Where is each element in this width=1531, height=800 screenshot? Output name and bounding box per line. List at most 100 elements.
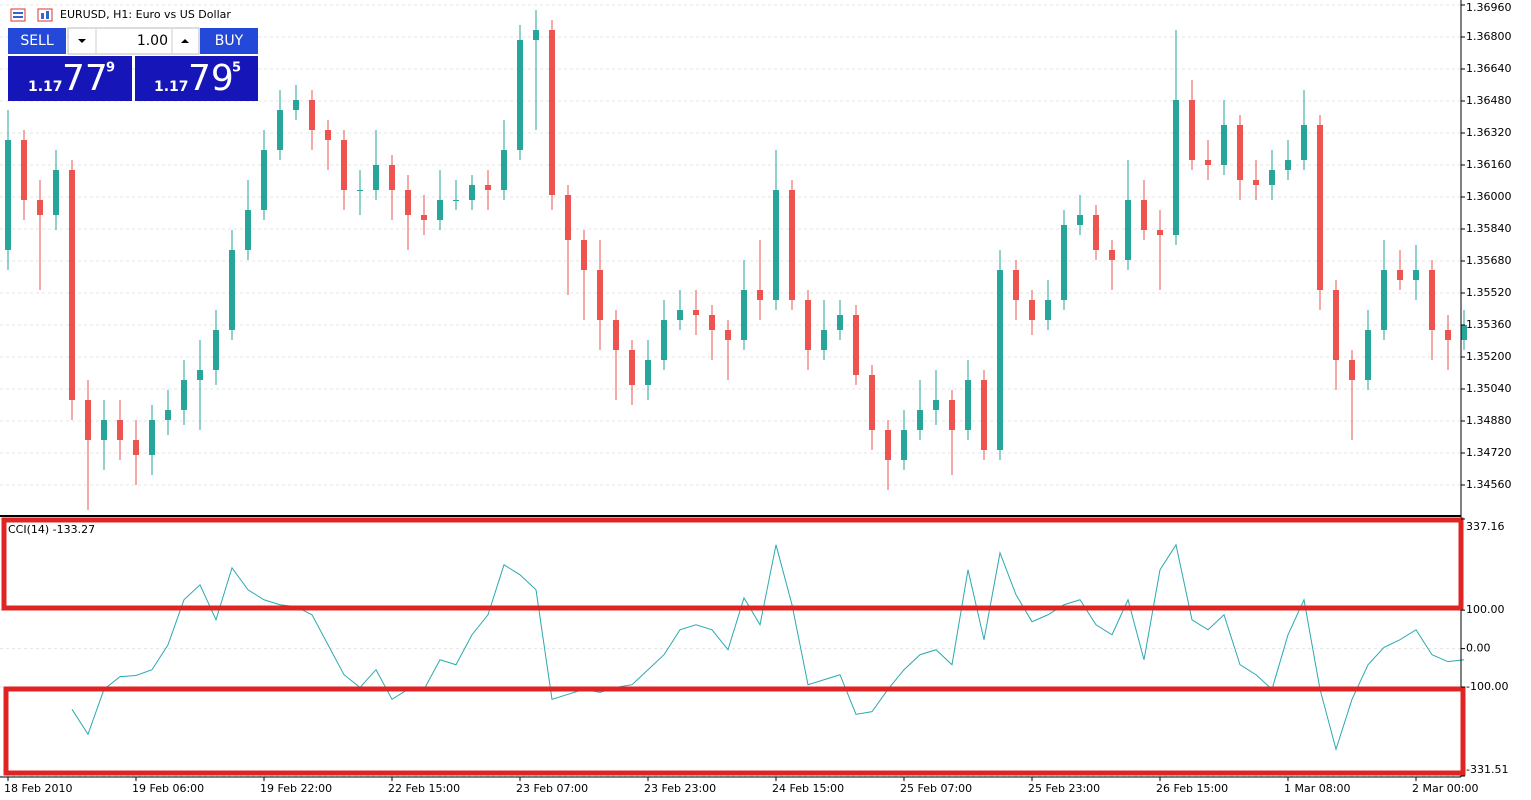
- candle-body: [901, 430, 907, 460]
- bid-small: 9: [106, 61, 115, 76]
- y-tick-label: 1.36160: [1466, 158, 1512, 171]
- candle-body: [757, 290, 763, 300]
- y-tick-label: 1.35040: [1466, 382, 1512, 395]
- candle-body: [549, 30, 555, 195]
- buy-button[interactable]: [200, 28, 258, 54]
- candle-body: [373, 165, 379, 190]
- candle-body: [277, 110, 283, 150]
- candle-body: [1061, 225, 1067, 300]
- candle-body: [1269, 170, 1275, 185]
- candle-body: [949, 400, 955, 430]
- candle-body: [453, 200, 459, 201]
- candle-body: [517, 40, 523, 150]
- candle-body: [1157, 230, 1163, 235]
- icon: [37, 8, 53, 22]
- x-tick-label: 18 Feb 2010: [4, 782, 72, 795]
- candle-body: [117, 420, 123, 440]
- y-tick-label: 1.36320: [1466, 126, 1512, 139]
- candle-body: [469, 185, 475, 200]
- ask-box[interactable]: [135, 56, 258, 101]
- buy-label: BUY: [215, 33, 244, 49]
- candle-body: [965, 380, 971, 430]
- y-tick-label: -331.51: [1466, 763, 1508, 776]
- candle-body: [885, 430, 891, 460]
- candle-body: [1045, 300, 1051, 320]
- y-tick-label: 1.36000: [1466, 190, 1512, 203]
- candle-body: [1429, 270, 1435, 330]
- candle-body: [85, 400, 91, 440]
- candle-body: [565, 195, 571, 240]
- x-tick-label: 25 Feb 23:00: [1028, 782, 1100, 795]
- bid-prefix: 1.17: [28, 79, 63, 95]
- volume-input[interactable]: [67, 27, 200, 55]
- indicator-label: CCI(14) -133.27: [8, 523, 95, 536]
- volume-up[interactable]: [181, 39, 189, 43]
- y-tick-label: 1.34560: [1466, 478, 1512, 491]
- candle-body: [213, 330, 219, 370]
- y-tick-label: 1.34720: [1466, 446, 1512, 459]
- candle-body: [197, 370, 203, 380]
- candle-body: [661, 320, 667, 360]
- candle-body: [1237, 125, 1243, 180]
- sell-button[interactable]: [8, 28, 66, 54]
- candle-body: [293, 100, 299, 110]
- sell-label: SELL: [20, 33, 54, 49]
- candle-body: [1349, 360, 1355, 380]
- bid-box[interactable]: [8, 56, 132, 101]
- x-tick-label: 19 Feb 06:00: [132, 782, 204, 795]
- y-tick-label: 1.36800: [1466, 30, 1512, 43]
- x-tick-label: 2 Mar 00:00: [1412, 782, 1478, 795]
- candle-body: [997, 270, 1003, 450]
- volume-value: 1.00: [137, 33, 168, 49]
- header: EURUSD, H1: Euro vs US Dollar: [10, 8, 231, 22]
- y-tick-label: 1.35200: [1466, 350, 1512, 363]
- ask-small: 5: [232, 61, 241, 76]
- candle-body: [1445, 330, 1451, 340]
- candle-body: [597, 270, 603, 320]
- candle-body: [245, 210, 251, 250]
- ask-prefix: 1.17: [154, 79, 189, 95]
- x-tick-label: 24 Feb 15:00: [772, 782, 844, 795]
- candle-body: [485, 185, 491, 190]
- candle-body: [629, 350, 635, 385]
- y-tick-label: 1.35520: [1466, 286, 1512, 299]
- candle-body: [1285, 160, 1291, 170]
- y-tick-label: 1.35360: [1466, 318, 1512, 331]
- candle-body: [1077, 215, 1083, 225]
- candle-body: [821, 330, 827, 350]
- candle-body: [1093, 215, 1099, 250]
- cci-line: [71, 543, 1465, 752]
- candle-body: [1205, 160, 1211, 165]
- y-tick-label: 337.16: [1466, 520, 1505, 533]
- candle-body: [325, 130, 331, 140]
- highlights: [1, 517, 1466, 776]
- y-tick-label: 100.00: [1466, 603, 1505, 616]
- y-tick-label: 1.36640: [1466, 62, 1512, 75]
- icon: [46, 11, 49, 19]
- candle-body: [741, 290, 747, 340]
- candle-body: [1141, 200, 1147, 230]
- candle-body: [645, 360, 651, 385]
- candle-body: [357, 190, 363, 191]
- candle-body: [789, 190, 795, 300]
- x-tick-label: 23 Feb 23:00: [644, 782, 716, 795]
- candle-body: [1413, 270, 1419, 280]
- candle-body: [533, 30, 539, 40]
- candle-body: [101, 420, 107, 440]
- candle-body: [1173, 100, 1179, 235]
- icon: [13, 16, 23, 18]
- y-tick-label: 1.34880: [1466, 414, 1512, 427]
- y-tick-label: 0.00: [1466, 642, 1491, 655]
- candle-body: [693, 310, 699, 315]
- candle-body: [389, 165, 395, 190]
- y-tick-label: 1.36960: [1466, 1, 1512, 14]
- candle-body: [581, 240, 587, 270]
- candle-body: [37, 200, 43, 215]
- candle-body: [805, 300, 811, 350]
- candle-body: [917, 410, 923, 430]
- candle-body: [1397, 270, 1403, 280]
- candle-body: [725, 330, 731, 340]
- candle-body: [1333, 290, 1339, 360]
- candle-body: [21, 140, 27, 200]
- volume-down[interactable]: [78, 39, 86, 43]
